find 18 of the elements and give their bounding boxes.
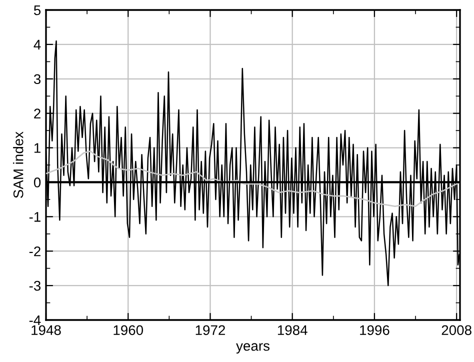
y-tick-label: -3: [29, 280, 41, 291]
y-tick-label: 5: [34, 5, 41, 16]
y-tick-label: 3: [34, 74, 41, 84]
y-tick-label: 2: [34, 108, 40, 118]
y-tick-label: 1: [34, 143, 40, 153]
y-tick-label: 0: [34, 178, 41, 188]
y-tick-label: -1: [29, 212, 40, 222]
x-tick-label: 1984: [278, 325, 308, 336]
x-tick-label: 1996: [360, 325, 390, 336]
y-tick-label: -2: [29, 246, 40, 256]
y-axis-title: SAM index: [13, 132, 24, 198]
y-tick-label: 4: [34, 40, 41, 50]
x-tick-label: 1960: [114, 325, 144, 336]
x-tick-label: 2008: [442, 325, 472, 336]
x-tick-label: 1972: [196, 325, 225, 336]
y-tick-label: -4: [29, 315, 41, 326]
x-axis-title: years: [236, 343, 270, 354]
x-tick-label: 1948: [32, 325, 61, 336]
